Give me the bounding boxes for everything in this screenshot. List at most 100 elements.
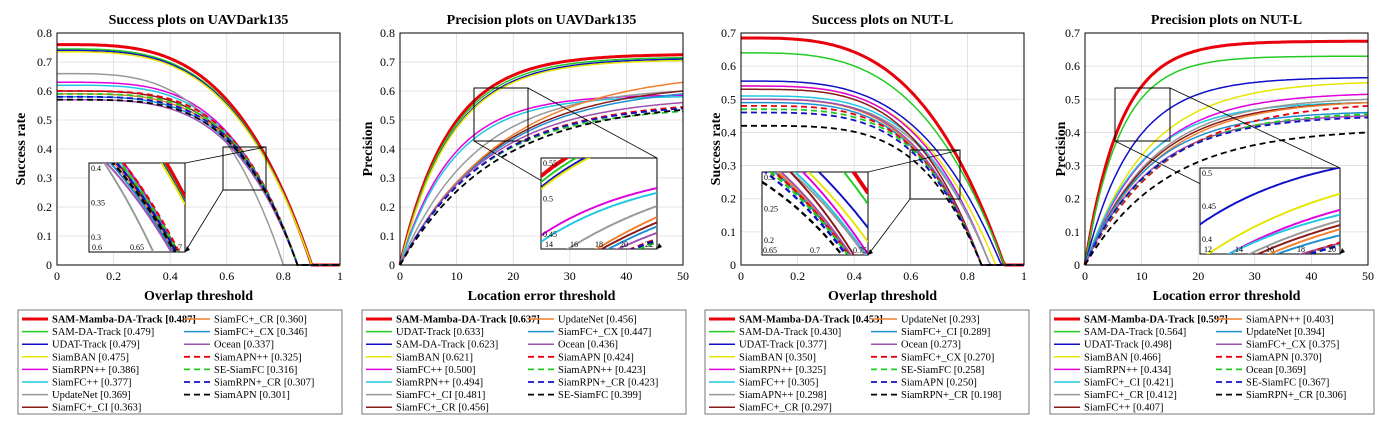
zoom-series-line <box>566 205 657 249</box>
zoom-series-line <box>1200 121 1340 168</box>
zoom-series-lines <box>103 163 185 252</box>
legend-entry: SiamAPN++ [0.403] <box>1246 315 1334 326</box>
zoom-series-line <box>789 172 866 255</box>
y-tick-label: 0.4 <box>380 142 395 156</box>
x-tick-label: 1 <box>1021 269 1027 283</box>
y-tick-label: 0.1 <box>721 225 736 239</box>
y-tick-label: 0.2 <box>721 192 736 206</box>
legend-entry: UDAT-Track [0.633] <box>396 327 484 338</box>
x-axis-label: Location error threshold <box>468 289 616 304</box>
zoom-series-line <box>121 163 181 252</box>
zoom-arrow-head <box>657 243 662 249</box>
zoom-inset: 0.65 0.7 0.75 0.2 0.25 0.3 <box>761 171 869 256</box>
zoom-series-line <box>779 172 852 255</box>
zoom-series-line <box>1206 192 1340 254</box>
zoom-x-tick-label: 0.7 <box>172 243 182 252</box>
zoom-series-line <box>1227 213 1340 254</box>
series-line <box>399 101 684 266</box>
legend-entry: SiamRPN+_CR [0.306] <box>1246 390 1346 401</box>
zoom-x-tick-label: 14 <box>545 240 553 249</box>
y-tick-label: 0.1 <box>1065 225 1080 239</box>
zoom-inset: 12 14 16 18 20 0.4 0.45 0.5 <box>1199 121 1341 255</box>
legend-entry: Ocean [0.369] <box>1246 365 1306 376</box>
legend: SAM-Mamba-DA-Track [0.487]SAM-DA-Track [… <box>17 309 343 415</box>
series-line <box>1084 116 1369 266</box>
zoom-series-line <box>1200 168 1340 226</box>
series-line <box>1084 76 1369 266</box>
legend-entry: SE-SiamFC [0.258] <box>901 365 984 376</box>
zoom-series-line <box>806 172 868 243</box>
y-tick-label: 0.1 <box>37 229 52 243</box>
y-tick-label: 0.5 <box>721 92 736 106</box>
legend-entry: SiamRPN++ [0.494] <box>396 378 483 389</box>
legend-entry: SE-SiamFC [0.367] <box>1246 378 1329 389</box>
x-axis-label: Overlap threshold <box>144 289 253 304</box>
y-tick-label: 0.7 <box>37 55 52 69</box>
legend-entry: SiamBAN [0.350] <box>739 352 816 363</box>
legend-box <box>704 309 1030 415</box>
chart-title: Precision plots on UAVDark135 <box>447 13 637 28</box>
y-tick-label: 0.3 <box>1065 159 1080 173</box>
legend-entry: SAM-DA-Track [0.479] <box>52 327 154 338</box>
zoom-series-line <box>793 172 868 255</box>
legend-entry: SAM-DA-Track [0.623] <box>396 340 498 351</box>
zoom-x-tick-label: 18 <box>1297 245 1305 254</box>
zoom-y-tick-label: 0.5 <box>1202 169 1212 178</box>
y-tick-label: 0.5 <box>37 113 52 127</box>
legend-entry: Ocean [0.337] <box>214 340 274 351</box>
legend-entry: SiamFC+_CI [0.363] <box>52 403 141 414</box>
series-line <box>399 96 683 266</box>
x-tick-label: 50 <box>677 269 689 283</box>
zoom-series-line <box>111 163 177 252</box>
y-tick-label: 0.8 <box>380 26 395 40</box>
zoom-x-tick-label: 0.6 <box>92 243 102 252</box>
zoom-y-tick-label: 0.5 <box>543 195 553 204</box>
zoom-y-tick-label: 0.3 <box>91 233 101 242</box>
y-tick-label: 0.6 <box>721 59 736 73</box>
zoom-y-tick-label: 0.35 <box>91 199 105 208</box>
zoom-region-box <box>909 149 961 200</box>
zoom-series-line <box>762 180 844 255</box>
series-line <box>399 107 684 266</box>
legend-entry: SiamAPN++ [0.423] <box>558 365 646 376</box>
zoom-series-line <box>606 225 657 249</box>
series-line <box>741 36 1024 267</box>
legend-entry: SiamRPN++ [0.386] <box>52 365 139 376</box>
series-line <box>1084 81 1369 266</box>
legend-entry: SiamFC+_CX [0.375] <box>1246 340 1339 351</box>
axes-box <box>740 32 1025 266</box>
legend-entry: SE-SiamFC [0.316] <box>214 365 297 376</box>
zoom-series-line <box>1226 208 1340 254</box>
y-tick-label: 0 <box>389 258 395 272</box>
legend-entry: SiamBAN [0.475] <box>52 352 129 363</box>
y-tick-label: 0.3 <box>37 171 52 185</box>
legend-entry: SiamAPN++ [0.325] <box>214 352 302 363</box>
series-line <box>1084 111 1369 266</box>
series-line <box>1084 55 1368 266</box>
chart-panel-2: Precision plots on UAVDark135 0 10 20 30 40 50… <box>361 13 689 415</box>
x-tick-label: 0 <box>397 269 403 283</box>
zoom-connector <box>1169 87 1341 169</box>
legend-entry: SiamRPN+_CR [0.198] <box>901 390 1001 401</box>
legend-entry: SiamFC+_CX [0.346] <box>214 327 307 338</box>
zoom-series-line <box>1255 224 1340 254</box>
legend-entry: SAM-DA-Track [0.430] <box>739 327 841 338</box>
y-tick-label: 0 <box>730 258 736 272</box>
zoom-arrow-head <box>868 249 873 255</box>
x-tick-label: 0.2 <box>790 269 805 283</box>
zoom-connector <box>184 146 267 164</box>
y-tick-label: 0.8 <box>37 26 52 40</box>
zoom-series-line <box>594 216 657 249</box>
series-line <box>399 56 683 266</box>
legend-entry: SAM-DA-Track [0.564] <box>1084 327 1186 338</box>
legend-entry: SiamAPN [0.424] <box>558 352 634 363</box>
chart-title: Success plots on UAVDark135 <box>109 13 289 28</box>
legend-entry: SiamFC+_CX [0.270] <box>901 352 994 363</box>
zoom-y-tick-label: 0.25 <box>764 205 778 214</box>
x-tick-label: 0.8 <box>960 269 975 283</box>
zoom-series-line <box>160 163 185 205</box>
zoom-arrow-head <box>1340 248 1345 254</box>
zoom-series-line <box>541 158 570 178</box>
zoom-series-line <box>541 158 591 190</box>
x-tick-label: 10 <box>1136 269 1148 283</box>
